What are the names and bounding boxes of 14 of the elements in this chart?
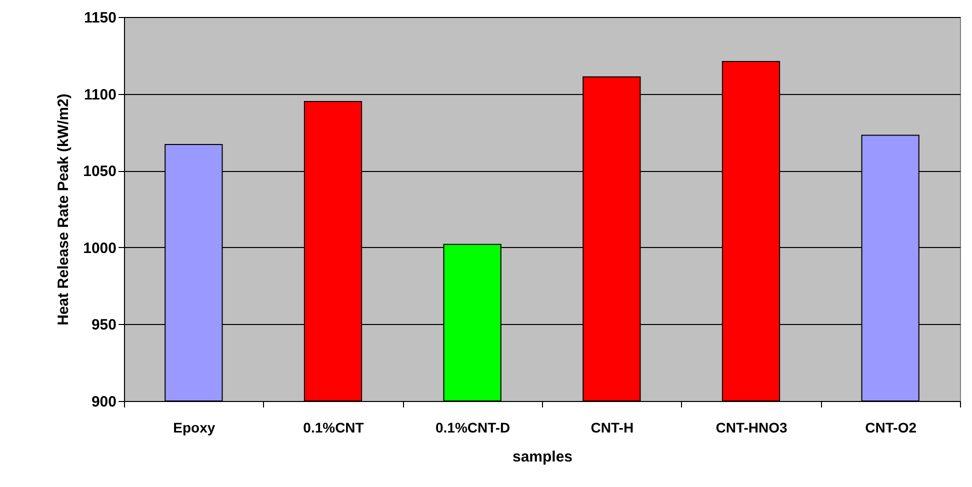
x-tick-label: 0.1%CNT: [303, 420, 364, 436]
y-tick-label: 1100: [84, 86, 116, 104]
y-tick-label: 1000: [83, 240, 116, 257]
x-axis-title: samples: [512, 448, 573, 466]
x-tick-label: CNT-H: [590, 420, 634, 436]
y-tick-label: 950: [91, 316, 116, 334]
x-tick-label: CNT-HNO3: [716, 420, 788, 436]
y-axis-title: Heat Release Rate Peak (kW/m2): [55, 94, 72, 326]
x-tick-label: Epoxy: [173, 420, 216, 436]
y-tick-label: 1050: [83, 163, 116, 180]
y-tick-label: 900: [91, 394, 116, 410]
x-tick-label: CNT-O2: [865, 420, 917, 436]
y-tick-label: 1150: [84, 10, 116, 26]
x-tick-label: 0.1%CNT-D: [435, 420, 510, 436]
